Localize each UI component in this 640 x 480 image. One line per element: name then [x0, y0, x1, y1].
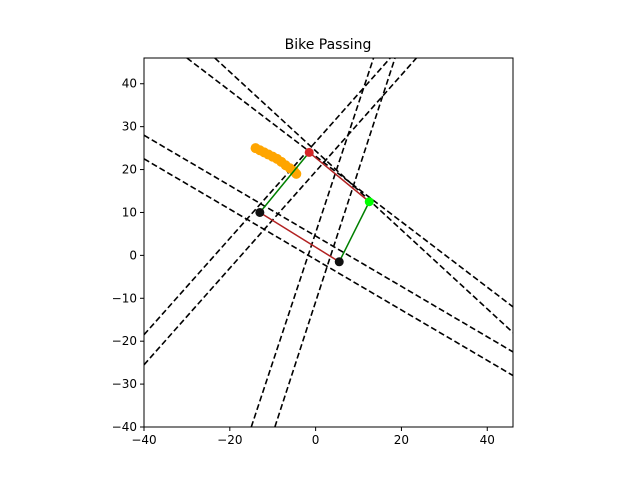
side-point — [364, 197, 374, 207]
corner-point-left — [255, 207, 265, 217]
dashed-lines-layer — [144, 58, 513, 427]
dashed-line-7 — [186, 58, 513, 308]
trail-layer — [250, 143, 302, 179]
plot-area — [144, 58, 513, 427]
x-axis: −40 −20 0 20 40 — [131, 427, 495, 447]
dashed-line-3 — [250, 58, 375, 427]
y-tick-label: −40 — [112, 420, 137, 434]
y-tick-label: 40 — [122, 77, 137, 91]
y-tick-label: 30 — [122, 120, 137, 134]
y-tick-label: −10 — [112, 291, 137, 305]
dashed-line-5 — [144, 134, 513, 353]
y-tick-label: 0 — [129, 248, 137, 262]
x-tick-label: 0 — [312, 433, 320, 447]
trail-point-11 — [291, 168, 302, 179]
y-tick-label: −30 — [112, 377, 137, 391]
x-tick-label: −20 — [217, 433, 242, 447]
box-edge-4 — [259, 151, 310, 213]
dashed-line-6 — [144, 158, 513, 377]
dashed-line-4 — [274, 58, 396, 427]
front-point — [304, 147, 314, 157]
y-axis: −40 −30 −20 −10 0 10 20 30 40 — [112, 77, 144, 434]
corner-point-bottom — [334, 257, 344, 267]
x-tick-label: −40 — [131, 433, 156, 447]
box-layer — [259, 151, 370, 263]
plot-frame — [143, 57, 514, 428]
x-tick-label: 20 — [394, 433, 409, 447]
box-edge-3 — [259, 211, 340, 263]
marker-layer — [255, 147, 374, 267]
dashed-line-1 — [144, 58, 391, 336]
x-tick-label: 40 — [480, 433, 495, 447]
y-tick-label: 10 — [122, 205, 137, 219]
dashed-line-2 — [144, 58, 418, 366]
y-tick-label: −20 — [112, 334, 137, 348]
box-edge-1 — [308, 151, 370, 203]
chart-title: Bike Passing — [285, 37, 372, 53]
y-tick-label: 20 — [122, 163, 137, 177]
box-edge-2 — [338, 201, 370, 263]
dashed-line-8 — [214, 58, 513, 334]
